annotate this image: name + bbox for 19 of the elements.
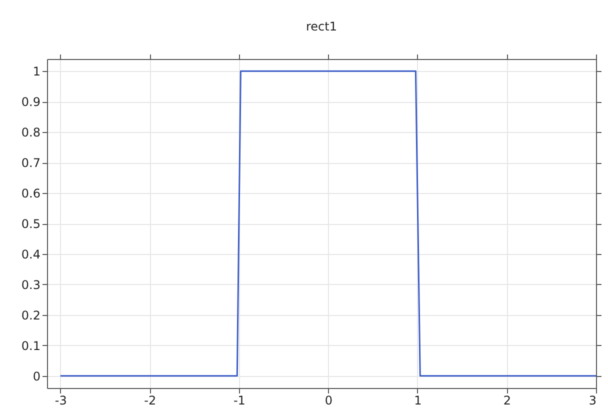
y-tick-label: 0.6 xyxy=(21,186,40,201)
y-tick-label: 0.4 xyxy=(21,247,40,262)
y-tick-label: 0.2 xyxy=(21,308,40,322)
y-tick-label: 0.9 xyxy=(21,95,40,110)
y-tick-label: 0.7 xyxy=(21,156,40,170)
y-tick-label: 0 xyxy=(32,369,40,384)
x-tick-label: -2 xyxy=(144,394,156,408)
y-tick-label: 0.5 xyxy=(21,217,40,231)
x-tick-label: 1 xyxy=(414,394,422,408)
x-tick-label: 0 xyxy=(324,394,333,408)
y-tick-label: 0.1 xyxy=(21,338,40,353)
y-tick-label: 0.3 xyxy=(21,278,40,292)
x-tick-label: -3 xyxy=(54,394,67,408)
chart-title: rect1 xyxy=(306,20,337,34)
x-tick-label: 2 xyxy=(503,394,512,408)
y-tick-label: 1 xyxy=(32,64,40,79)
x-tick-label: 3 xyxy=(588,394,596,408)
y-tick-label: 0.8 xyxy=(21,126,40,140)
x-tick-label: -1 xyxy=(233,394,246,408)
